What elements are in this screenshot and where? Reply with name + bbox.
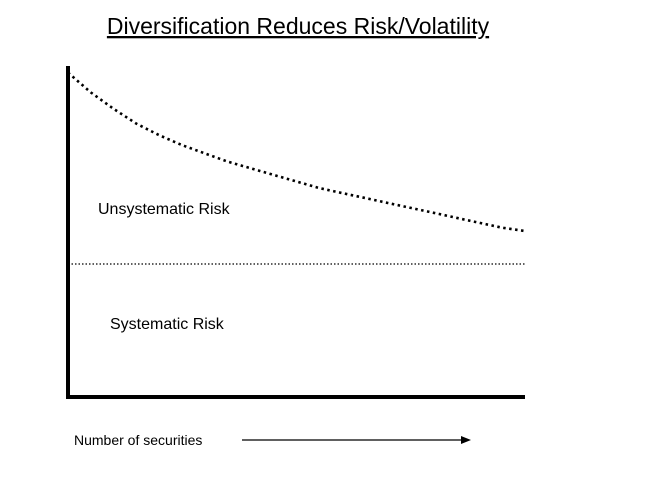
unsystematic-risk-label: Unsystematic Risk	[98, 201, 231, 218]
x-direction-arrow-head	[461, 436, 471, 444]
chart-title: Diversification Reduces Risk/Volatility	[107, 13, 490, 39]
systematic-risk-label: Systematic Risk	[110, 316, 225, 333]
x-axis-label: Number of securities	[74, 432, 202, 448]
series-layer	[67, 71, 526, 265]
